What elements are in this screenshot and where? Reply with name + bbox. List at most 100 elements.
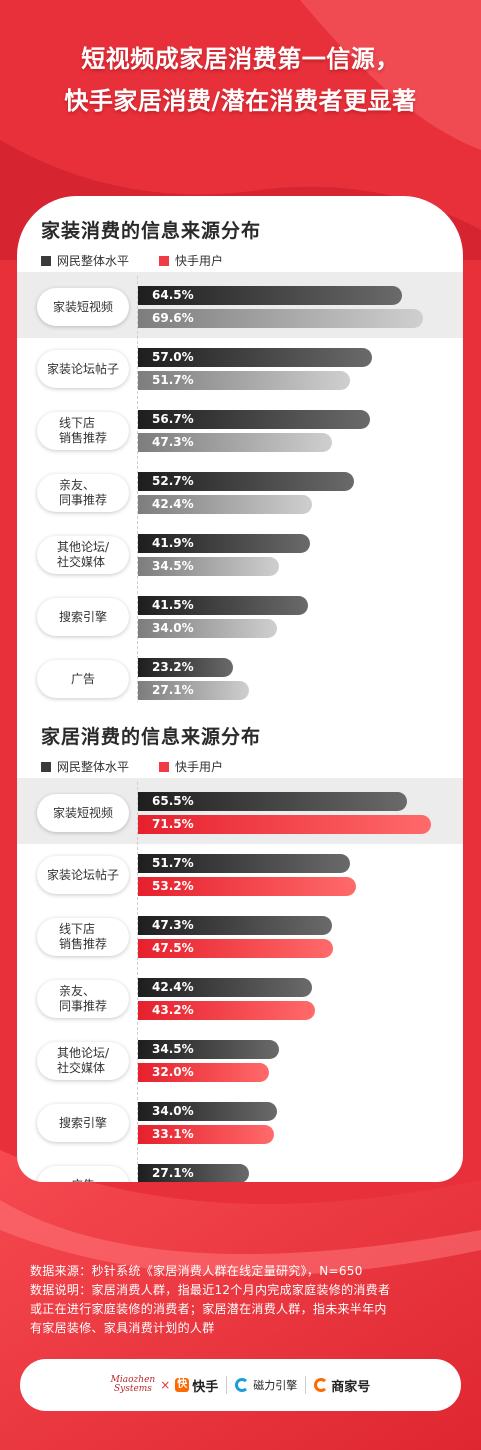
merchant-logo: 商家号 <box>314 1376 370 1395</box>
note-line: 有家居装修、家具消费计划的人群 <box>30 1321 215 1335</box>
category-label: 线下店 销售推荐 <box>37 412 129 450</box>
legend-swatch-overall <box>41 761 51 772</box>
bar-overall: 64.5% <box>138 286 403 305</box>
bar-value-label: 52.7% <box>152 474 194 488</box>
bar-value-label: 42.4% <box>152 497 194 511</box>
cili-engine-logo: 磁力引擎 <box>235 1377 297 1393</box>
bar-overall: 27.1% <box>138 1164 250 1182</box>
bar-kuaishou: 69.6% <box>138 309 424 328</box>
miaozhen-logo: Miaozhen Systems <box>110 1375 156 1394</box>
category-label: 亲友、 同事推荐 <box>37 474 129 512</box>
bar-overall: 65.5% <box>138 792 407 811</box>
bar-kuaishou: 51.7% <box>138 371 350 390</box>
category-label-text: 其他论坛/ 社交媒体 <box>56 1046 110 1075</box>
bar-value-label: 47.3% <box>152 435 194 449</box>
cili-engine-icon <box>235 1378 250 1392</box>
category-label: 家装论坛帖子 <box>37 856 129 894</box>
bar-overall: 51.7% <box>138 854 350 873</box>
category-label-text: 家装短视频 <box>52 299 113 314</box>
bar-value-label: 34.0% <box>152 1104 194 1118</box>
category-label-text: 广告 <box>71 1178 95 1183</box>
headline-line-2: 快手家居消费/潜在消费者更显著 <box>64 87 417 115</box>
bar-kuaishou: 27.1% <box>138 681 250 700</box>
category-label-text: 线下店 销售推荐 <box>58 922 107 951</box>
category-label: 广告 <box>37 660 129 698</box>
category-label-text: 家装论坛帖子 <box>46 361 119 376</box>
chart-title: 家装消费的信息来源分布 <box>41 220 262 242</box>
bar-overall: 34.0% <box>138 1102 278 1121</box>
bar-value-label: 33.1% <box>152 1127 194 1141</box>
bar-overall: 42.4% <box>138 978 312 997</box>
bar-kuaishou: 42.4% <box>138 495 312 514</box>
bar-value-label: 32.0% <box>152 1065 194 1079</box>
legend: 网民整体水平 快手用户 <box>41 252 223 269</box>
source-notes: 数据来源：秒针系统《家居消费人群在线定量研究》，N=650 数据说明：家居消费人… <box>30 1262 455 1338</box>
category-label: 亲友、 同事推荐 <box>37 980 129 1018</box>
bar-kuaishou: 71.5% <box>138 815 432 834</box>
category-label: 家装论坛帖子 <box>37 350 129 388</box>
bar-kuaishou: 34.0% <box>138 619 278 638</box>
bar-kuaishou: 34.5% <box>138 557 280 576</box>
category-label-text: 其他论坛/ 社交媒体 <box>56 540 110 569</box>
bar-kuaishou: 43.2% <box>138 1001 316 1020</box>
bar-value-label: 51.7% <box>152 373 194 387</box>
bar-overall: 23.2% <box>138 658 234 677</box>
bar-value-label: 51.7% <box>152 856 194 870</box>
category-label-text: 搜索引擎 <box>58 609 107 624</box>
bar-value-label: 47.3% <box>152 918 194 932</box>
bar-overall: 52.7% <box>138 472 355 491</box>
chart-card-home-furnishing: 家居消费的信息来源分布 网民整体水平 快手用户 家装短视频 65.5% 71.5% 家… <box>17 702 463 1182</box>
bar-value-label: 65.5% <box>152 794 194 808</box>
note-line: 或正在进行家庭装修的消费者；家居潜在消费人群，指未来半年内 <box>30 1302 387 1316</box>
bar-value-label: 23.2% <box>152 660 194 674</box>
bar-kuaishou: 47.3% <box>138 433 332 452</box>
category-label: 其他论坛/ 社交媒体 <box>37 1042 129 1080</box>
bar-overall: 41.9% <box>138 534 310 553</box>
category-label: 其他论坛/ 社交媒体 <box>37 536 129 574</box>
bar-value-label: 41.5% <box>152 598 194 612</box>
legend-label-kuaishou: 快手用户 <box>175 254 224 268</box>
headline-line-1: 短视频成家居消费第一信源， <box>81 45 400 73</box>
category-label: 搜索引擎 <box>37 1104 129 1142</box>
headline: 短视频成家居消费第一信源， 快手家居消费/潜在消费者更显著 <box>0 38 481 122</box>
bar-value-label: 34.5% <box>152 559 194 573</box>
divider <box>226 1376 228 1394</box>
bar-value-label: 56.7% <box>152 412 194 426</box>
bar-value-label: 34.5% <box>152 1042 194 1056</box>
kuaishou-icon: 快 <box>175 1378 190 1392</box>
category-label: 家装短视频 <box>37 794 129 832</box>
bar-value-label: 27.1% <box>152 1166 194 1180</box>
kuaishou-logo: 快 快手 <box>175 1378 219 1395</box>
legend-swatch-kuaishou <box>159 255 170 266</box>
footer-logo-bar: Miaozhen Systems × 快 快手 磁力引擎 商家号 <box>20 1359 461 1411</box>
chart-title: 家居消费的信息来源分布 <box>41 726 262 748</box>
category-label-text: 家装论坛帖子 <box>46 867 119 882</box>
bar-value-label: 57.0% <box>152 350 194 364</box>
bar-overall: 34.5% <box>138 1040 280 1059</box>
category-label: 家装短视频 <box>37 288 129 326</box>
bar-overall: 41.5% <box>138 596 309 615</box>
bar-value-label: 69.6% <box>152 311 194 325</box>
note-line: 数据说明：家居消费人群，指最近12个月内完成家庭装修的消费者 <box>30 1283 391 1297</box>
bar-value-label: 64.5% <box>152 288 194 302</box>
bar-overall: 47.3% <box>138 916 332 935</box>
category-label: 广告 <box>37 1166 129 1182</box>
merchant-icon <box>314 1378 329 1392</box>
legend-swatch-overall <box>41 255 51 266</box>
bar-value-label: 27.1% <box>152 683 194 697</box>
bar-kuaishou: 47.5% <box>138 939 333 958</box>
bar-value-label: 53.2% <box>152 879 194 893</box>
baseline-axis <box>137 276 138 702</box>
bar-value-label: 71.5% <box>152 817 194 831</box>
bar-overall: 56.7% <box>138 410 371 429</box>
category-label-text: 家装短视频 <box>52 805 113 820</box>
category-label-text: 线下店 销售推荐 <box>58 416 107 445</box>
legend-label-overall: 网民整体水平 <box>57 254 130 268</box>
category-label-text: 广告 <box>70 671 95 686</box>
category-label: 线下店 销售推荐 <box>37 918 129 956</box>
bar-kuaishou: 32.0% <box>138 1063 270 1082</box>
category-label-text: 亲友、 同事推荐 <box>58 984 107 1013</box>
chart-card-home-decoration: 家装消费的信息来源分布 网民整体水平 快手用户 家装短视频 64.5% 69.6% 家… <box>17 196 463 702</box>
times-sign: × <box>160 1378 171 1392</box>
divider <box>305 1376 307 1394</box>
